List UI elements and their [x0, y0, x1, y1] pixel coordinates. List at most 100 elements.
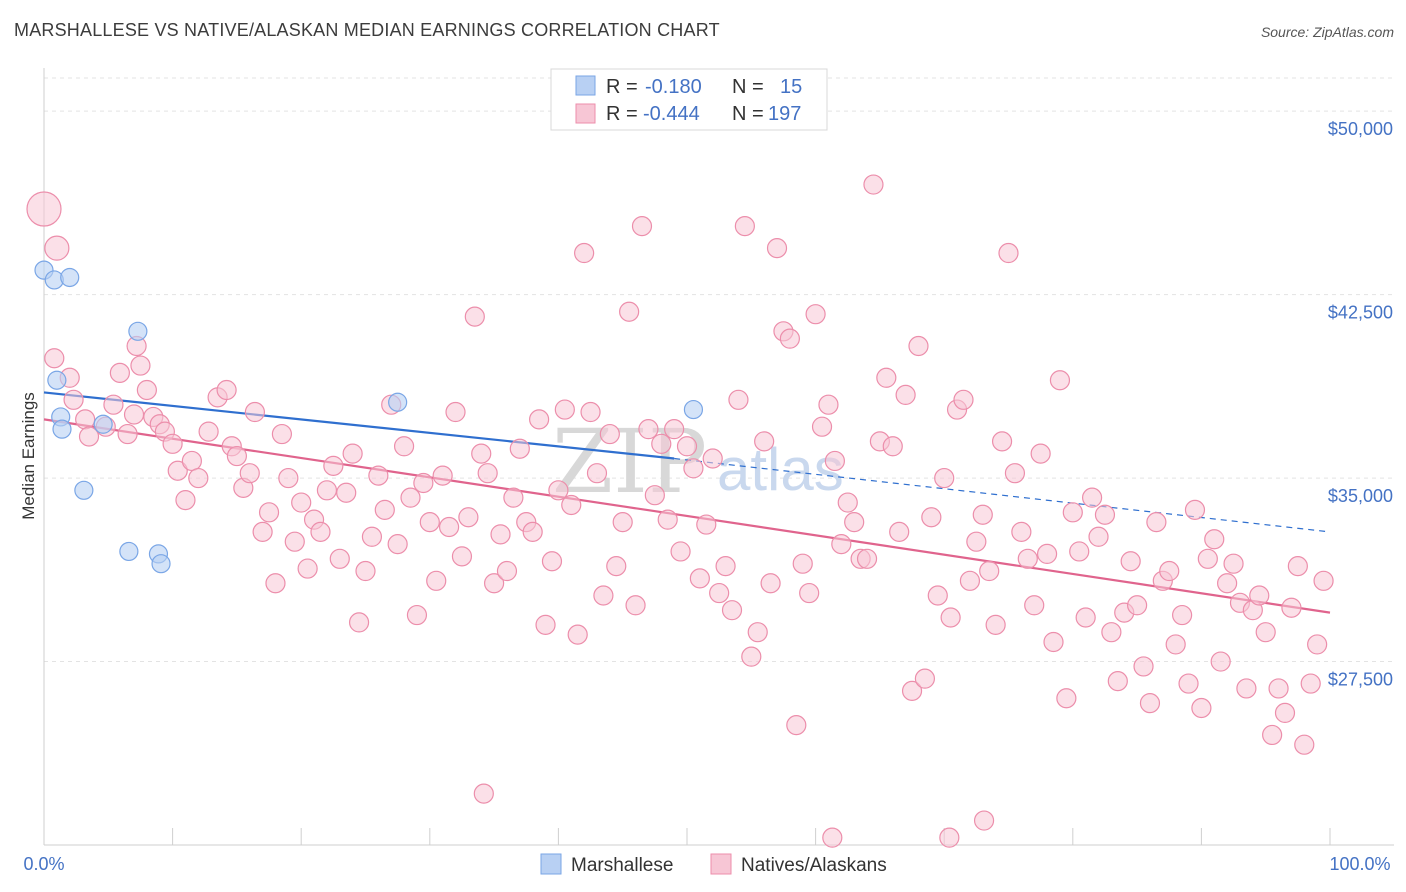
- point-natives: [103, 394, 124, 415]
- point-natives: [619, 301, 640, 322]
- point-natives: [927, 585, 948, 606]
- point-natives: [1165, 634, 1186, 655]
- point-natives: [471, 443, 492, 464]
- point-natives: [503, 487, 524, 508]
- bottom-legend-swatch-natives: [710, 853, 732, 875]
- point-natives: [786, 715, 807, 736]
- point-natives: [1262, 724, 1283, 746]
- legend-r-label-2: R =: [606, 103, 638, 125]
- point-natives: [734, 216, 755, 237]
- point-natives: [670, 541, 691, 562]
- legend-n-label-1: N =: [732, 76, 764, 98]
- point-natives: [991, 431, 1013, 452]
- point-natives: [1049, 370, 1071, 391]
- point-natives: [1249, 585, 1270, 606]
- point-natives: [1024, 595, 1045, 616]
- legend-r-label-1: R =: [606, 76, 638, 98]
- point-natives: [1011, 521, 1032, 542]
- point-natives: [1184, 499, 1206, 520]
- point-natives: [1236, 678, 1257, 699]
- point-natives: [473, 783, 494, 804]
- point-natives: [393, 436, 415, 457]
- point-natives: [374, 499, 395, 520]
- point-natives: [1126, 595, 1148, 616]
- point-natives: [548, 480, 569, 501]
- point-natives: [822, 827, 843, 848]
- point-natives: [1043, 631, 1064, 653]
- point-natives: [1223, 553, 1244, 574]
- point-natives: [934, 467, 955, 489]
- point-natives: [1159, 560, 1180, 582]
- point-natives: [310, 521, 331, 542]
- point-natives: [297, 558, 318, 579]
- point-natives: [1069, 541, 1090, 562]
- point-natives: [908, 335, 929, 357]
- point-natives: [426, 570, 447, 591]
- point-natives: [754, 431, 775, 452]
- point-natives: [226, 445, 247, 467]
- point-natives: [612, 512, 633, 533]
- point-natives: [336, 482, 357, 503]
- point-natives: [831, 534, 852, 555]
- point-natives: [109, 362, 130, 383]
- point-marshallese: [60, 267, 80, 288]
- y-tick-label-27500: $27,500: [1328, 670, 1393, 690]
- point-natives: [973, 810, 995, 831]
- point-natives: [368, 465, 389, 486]
- legend-n-value-2: 197: [768, 103, 801, 125]
- point-marshallese: [388, 392, 408, 412]
- point-natives: [702, 448, 723, 469]
- point-natives: [167, 460, 188, 481]
- point-natives: [921, 507, 942, 528]
- point-natives: [419, 512, 440, 533]
- point-natives: [477, 463, 498, 484]
- point-natives: [824, 450, 845, 472]
- x-tick-label-max: 100.0%: [1329, 854, 1390, 874]
- point-natives: [1172, 604, 1193, 626]
- point-natives: [1017, 548, 1038, 569]
- point-natives: [123, 404, 145, 425]
- point-natives: [1217, 573, 1238, 594]
- point-natives: [451, 546, 473, 567]
- bottom-legend-swatch-marshallese: [540, 853, 562, 875]
- point-natives: [75, 409, 96, 430]
- point-natives: [683, 458, 704, 479]
- point-natives: [664, 419, 685, 440]
- point-natives: [181, 450, 202, 472]
- point-natives: [291, 492, 312, 513]
- bottom-legend-label-natives: Natives/Alaskans: [741, 855, 887, 876]
- point-natives: [1062, 502, 1083, 523]
- point-natives: [638, 419, 659, 440]
- point-natives: [593, 585, 614, 606]
- point-natives: [1191, 697, 1212, 719]
- watermark-atlas: atlas: [717, 436, 844, 503]
- point-natives: [1274, 702, 1296, 724]
- point-natives: [239, 463, 260, 484]
- point-marshallese: [93, 414, 113, 434]
- point-natives: [458, 507, 479, 528]
- point-marshallese: [119, 541, 139, 562]
- point-natives: [953, 389, 974, 410]
- point-natives: [355, 560, 376, 582]
- point-natives: [1307, 634, 1328, 655]
- point-natives: [914, 668, 936, 689]
- trend-line-natives: [43, 418, 1331, 614]
- point-marshallese: [74, 480, 94, 500]
- point-natives: [323, 455, 344, 476]
- point-natives: [676, 436, 698, 457]
- point-natives: [44, 348, 65, 369]
- legend-n-label-2: N =: [732, 103, 764, 125]
- point-natives: [580, 401, 601, 423]
- point-natives: [535, 614, 556, 635]
- point-natives: [387, 534, 408, 555]
- point-natives: [438, 516, 460, 538]
- point-natives: [959, 570, 981, 591]
- point-natives: [1268, 678, 1289, 699]
- point-natives: [696, 514, 717, 535]
- point-natives: [1210, 651, 1231, 672]
- point-natives: [265, 573, 286, 594]
- point-natives: [496, 560, 518, 582]
- point-natives: [1075, 607, 1096, 628]
- point-natives: [175, 489, 196, 511]
